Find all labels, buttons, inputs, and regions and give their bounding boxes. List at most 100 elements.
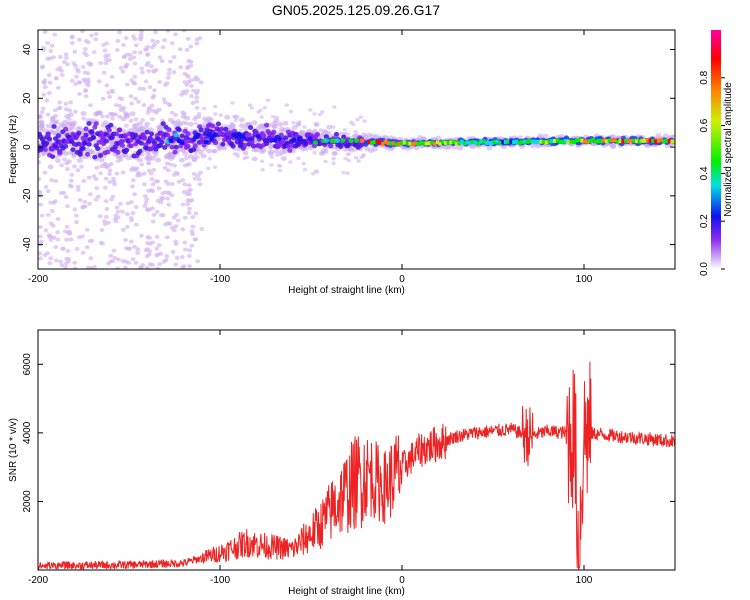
noise-blob: [308, 108, 313, 112]
noise-blob: [169, 110, 175, 115]
noise-blob: [60, 246, 66, 251]
noise-blob: [341, 170, 346, 175]
band-halo: [53, 119, 60, 125]
band-core: [250, 143, 257, 149]
noise-blob: [42, 170, 48, 175]
band-halo: [67, 112, 74, 118]
band-core: [83, 132, 89, 138]
band-peak: [482, 139, 486, 144]
band-halo: [136, 121, 143, 126]
noise-blob: [104, 83, 110, 88]
band-peak: [656, 138, 661, 143]
band-peak: [665, 139, 669, 144]
band-halo: [500, 144, 507, 150]
band-peak: [291, 137, 297, 142]
band-peak: [354, 138, 359, 143]
band-peak: [244, 133, 250, 138]
band-halo: [129, 111, 136, 117]
band-halo: [47, 164, 54, 170]
noise-blob: [172, 163, 178, 168]
noise-blob: [150, 108, 156, 113]
y-tick-label: 4000: [22, 421, 33, 444]
band-peak: [564, 139, 568, 143]
noise-blob: [103, 54, 108, 59]
noise-blob: [83, 88, 88, 93]
band-peak: [673, 139, 675, 144]
noise-blob: [120, 209, 125, 214]
band-halo: [80, 111, 87, 116]
noise-blob: [343, 156, 348, 161]
noise-blob: [132, 50, 138, 55]
noise-blob: [153, 67, 159, 72]
noise-blob: [173, 32, 179, 37]
noise-blob: [115, 38, 121, 43]
noise-blob: [213, 112, 218, 116]
noise-blob: [110, 259, 116, 263]
noise-blob: [182, 182, 188, 187]
noise-blob: [133, 43, 139, 48]
band-halo: [38, 114, 43, 120]
band-peak: [408, 141, 412, 146]
noise-blob: [77, 80, 83, 85]
band-core: [95, 146, 101, 152]
band-peak: [389, 141, 393, 146]
noise-blob: [346, 152, 351, 156]
band-peak: [465, 140, 470, 145]
band-halo: [38, 128, 43, 133]
noise-blob: [105, 114, 110, 119]
chart-title: GN05.2025.125.09.26.G17: [271, 2, 441, 18]
band-peak: [536, 139, 541, 144]
noise-blob: [233, 118, 238, 123]
noise-blob: [58, 259, 63, 264]
noise-blob: [128, 118, 134, 123]
band-core: [160, 121, 166, 126]
y-tick-label: -40: [22, 237, 33, 252]
noise-blob: [191, 171, 197, 176]
noise-blob: [275, 153, 280, 157]
band-core: [192, 143, 198, 149]
band-peak: [397, 141, 401, 146]
band-core: [230, 143, 236, 149]
noise-blob: [69, 34, 75, 39]
noise-blob: [146, 107, 152, 112]
band-peak: [498, 141, 502, 145]
band-peak: [438, 141, 442, 146]
noise-blob: [358, 115, 364, 119]
noise-blob: [38, 225, 43, 229]
noise-blob: [49, 178, 55, 183]
band-halo: [96, 110, 103, 116]
band-core: [271, 129, 277, 135]
noise-blob: [141, 171, 147, 176]
noise-blob: [74, 220, 79, 224]
noise-blob: [152, 42, 157, 47]
x-axis-label: Height of straight line (km): [288, 285, 405, 296]
noise-blob: [172, 228, 177, 233]
band-core: [210, 123, 216, 129]
noise-blob: [57, 55, 63, 59]
noise-blob: [103, 176, 109, 181]
noise-blob: [135, 247, 141, 252]
band-peak: [558, 139, 562, 144]
band-core: [93, 121, 99, 127]
noise-blob: [129, 200, 134, 205]
noise-blob: [159, 59, 165, 63]
band-peak: [405, 141, 410, 146]
band-halo: [65, 159, 72, 165]
noise-blob: [164, 161, 170, 166]
band-peak: [615, 140, 620, 144]
noise-blob: [141, 86, 147, 91]
noise-blob: [173, 112, 179, 117]
band-peak: [179, 140, 185, 145]
band-core: [54, 145, 60, 151]
noise-blob: [145, 110, 151, 115]
noise-blob: [109, 88, 115, 93]
noise-blob: [113, 219, 119, 224]
noise-blob: [77, 37, 82, 42]
band-peak: [367, 140, 371, 144]
band-halo: [191, 157, 198, 162]
noise-blob: [38, 177, 42, 181]
x-tick-label: 100: [576, 274, 593, 285]
colorbar-tick-label: 0.0: [699, 262, 710, 276]
noise-blob: [166, 102, 172, 106]
noise-blob: [188, 78, 194, 83]
